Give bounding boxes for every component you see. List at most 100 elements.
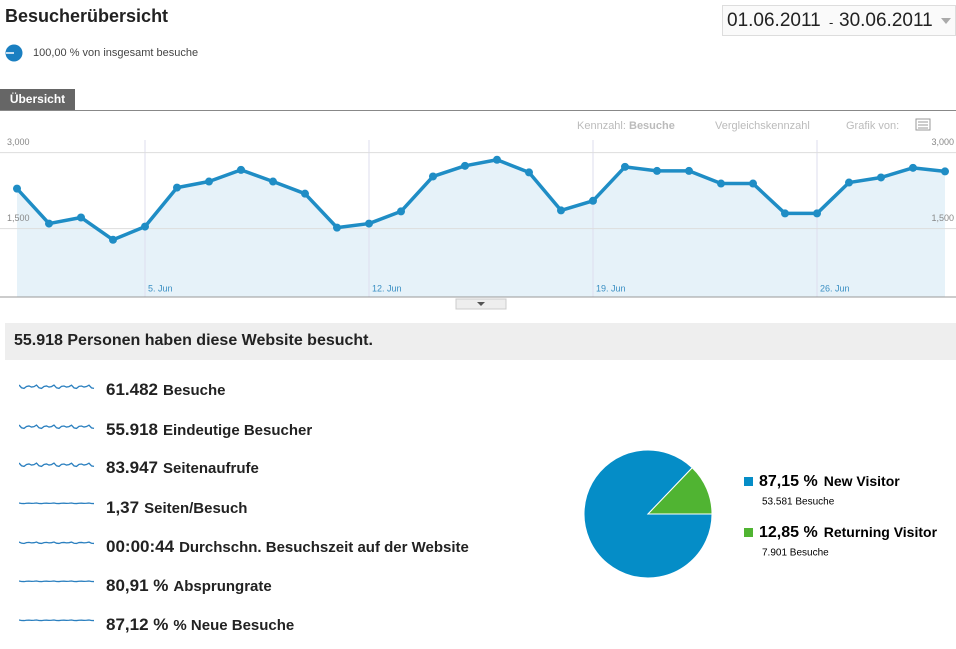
tab[interactable]: Übersicht (0, 89, 75, 110)
metric-label: Besuche (163, 382, 226, 399)
y-tick-label-right: 3,000 (931, 137, 954, 147)
point (237, 165, 245, 174)
metric-value: 80,91 % (106, 576, 169, 595)
metric-label: % Neue Besuche (173, 617, 295, 634)
x-tick-label: 19. Jun (596, 283, 626, 293)
x-tick-label: 26. Jun (820, 283, 850, 293)
sparkline (19, 384, 95, 390)
date-separator: - (829, 15, 834, 30)
point (525, 168, 533, 177)
page-title: Besucherübersicht (5, 6, 169, 26)
point (333, 223, 341, 232)
point (45, 219, 53, 228)
metric-value: 55.918 (106, 420, 158, 439)
sparkline-line (19, 384, 95, 390)
sparkline-line (19, 424, 95, 430)
expand-arrow (477, 302, 485, 306)
metric: 80,91 % Absprungrate (106, 576, 272, 596)
metric: 61.482 Besuche (106, 380, 226, 400)
line-chart: 5. Jun 12. Jun 19. Jun 26. Jun 1,500 1,500 3,0… (0, 137, 956, 310)
metric-label: Seiten/Besuch (144, 500, 248, 517)
point (13, 184, 21, 193)
metric-name: Besuche (629, 120, 675, 132)
segment-icon (5, 44, 23, 62)
metric: 87,12 %% Neue Besuche (106, 615, 294, 635)
sparkline-line (19, 462, 95, 468)
y-tick-label: 1,500 (7, 213, 30, 223)
point (557, 206, 565, 215)
metric-value: 61.482 (106, 380, 158, 399)
metric: 00:00:44 Durchschn. Besuchszeit auf der W… (106, 537, 469, 557)
point (813, 209, 821, 218)
point (77, 213, 85, 222)
y-tick-label-right: 1,500 (931, 213, 954, 223)
compare-control[interactable]: Vergleichskennzahl (715, 120, 810, 132)
point (877, 173, 885, 182)
legend-entry: 12,85 % Returning Visitor (759, 524, 938, 542)
legend-visits: 53.581 Besuche (762, 497, 835, 508)
point (109, 235, 117, 244)
sparkline (19, 580, 95, 583)
y-tick-label: 3,000 (7, 137, 30, 147)
point (845, 178, 853, 187)
point (365, 219, 373, 228)
metric: 55.918 Eindeutige Besucher (106, 420, 312, 440)
metric-value: 00:00:44 (106, 537, 175, 556)
point (717, 179, 725, 188)
pie-slice (646, 467, 713, 515)
metric-value: 83.947 (106, 458, 158, 477)
summary-bar: 55.918 Personen haben diese Website besu… (5, 323, 956, 360)
point (173, 183, 181, 192)
point (301, 189, 309, 198)
sparkline (19, 619, 95, 622)
point (397, 207, 405, 216)
segment-label: 100,00 % von insgesamt besuche (33, 47, 199, 59)
metric-label: Kennzahl: (577, 120, 626, 132)
point (493, 155, 501, 164)
point (269, 177, 277, 186)
legend-entry: 87,15 % New Visitor (759, 473, 900, 491)
metric-label: Absprungrate (173, 578, 272, 595)
point (941, 167, 949, 176)
legend-percent: 12,85 % (759, 524, 818, 541)
date-end: 30.06.2011 (839, 10, 933, 31)
line (15, 158, 946, 242)
x-tick-label: 12. Jun (372, 283, 402, 293)
metric-control[interactable]: Kennzahl: Besuche (577, 120, 675, 132)
point (205, 177, 213, 186)
sparkline-line (19, 580, 95, 583)
legend-percent: 87,15 % (759, 473, 818, 490)
sparkline-line (19, 619, 95, 622)
point (589, 196, 597, 205)
metric-label: Seitenaufrufe (163, 460, 259, 477)
summary-text: 55.918 Personen haben diese Website besu… (14, 332, 373, 349)
point (461, 161, 469, 170)
legend-swatch (744, 528, 753, 537)
metric-label: Durchschn. Besuchszeit auf der Website (179, 539, 469, 556)
metric-value: 87,12 % (106, 615, 169, 634)
metric-label: Eindeutige Besucher (163, 422, 313, 439)
sparkline (19, 424, 95, 430)
graph-by-label: Grafik von: (846, 120, 900, 132)
graph-by-icon[interactable] (915, 118, 931, 132)
dropdown-arrow (941, 18, 951, 24)
point (621, 162, 629, 171)
pie-chart: 87,15 % New Visitor 53.581 Besuche 12,85 % R… (583, 449, 938, 579)
legend-name: New Visitor (824, 473, 901, 489)
date-picker[interactable]: 01.06.2011 - 30.06.2011 (722, 5, 956, 36)
sparkline-line (19, 541, 95, 545)
metric-value: 1,37 (106, 498, 140, 517)
metric: 83.947 Seitenaufrufe (106, 458, 259, 478)
point (749, 179, 757, 188)
point (909, 163, 917, 172)
sparkline (19, 462, 95, 468)
metric: 1,37 Seiten/Besuch (106, 498, 247, 518)
sparkline (19, 502, 95, 505)
point (781, 209, 789, 218)
point (685, 166, 693, 175)
point (653, 166, 661, 175)
legend-name: Returning Visitor (824, 524, 938, 540)
tab-rule (0, 110, 956, 111)
sparkline (19, 541, 95, 545)
